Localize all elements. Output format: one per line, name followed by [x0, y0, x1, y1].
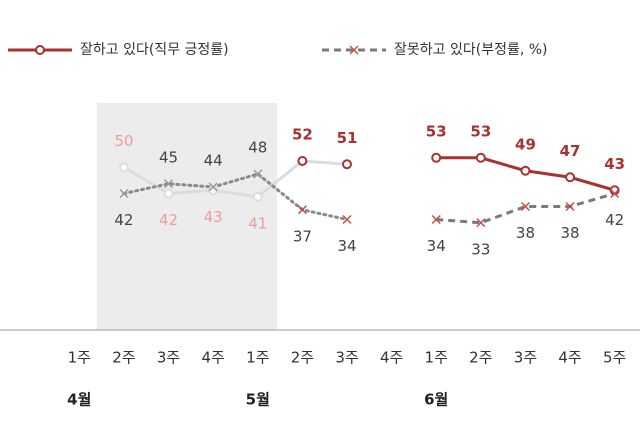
month-label: 5월 — [246, 391, 270, 409]
highlight-region — [97, 103, 277, 330]
x-tick-label: 3주 — [157, 349, 180, 367]
x-tick-label: 4주 — [380, 349, 403, 367]
data-label: 48 — [248, 139, 267, 157]
legend-marker — [349, 45, 359, 55]
data-label: 53 — [470, 122, 491, 140]
x-tick-label: 5주 — [603, 349, 626, 367]
data-point — [342, 159, 352, 170]
data-label: 50 — [114, 132, 133, 150]
data-point — [297, 156, 308, 166]
data-label: 37 — [293, 227, 312, 245]
x-tick-label: 4주 — [201, 349, 224, 367]
legend: 잘하고 있다(직무 긍정률) 잘못하고 있다(부정률, %) — [8, 42, 548, 58]
x-tick-label: 3주 — [514, 349, 537, 367]
data-point — [565, 172, 576, 183]
series-line — [122, 172, 349, 221]
data-label: 41 — [248, 214, 267, 232]
data-point — [253, 169, 263, 179]
x-tick-label: 4주 — [558, 349, 581, 367]
data-point — [610, 188, 620, 199]
x-tick-label: 2주 — [469, 349, 492, 367]
data-label: 43 — [204, 208, 223, 226]
data-point — [565, 201, 575, 212]
legend-marker — [35, 45, 45, 55]
x-tick-label: 3주 — [335, 349, 358, 367]
data-label: 45 — [159, 148, 178, 166]
data-point — [476, 218, 486, 228]
data-label: 42 — [605, 211, 624, 229]
data-point — [118, 162, 129, 173]
x-tick-label: 1주 — [246, 349, 269, 367]
data-label: 47 — [560, 142, 581, 160]
legend-label: 잘하고 있다(직무 긍정률) — [80, 42, 229, 58]
data-label: 33 — [471, 240, 490, 258]
data-point — [342, 214, 352, 225]
data-label: 38 — [561, 224, 580, 242]
data-label: 42 — [114, 211, 133, 229]
data-point — [431, 152, 442, 163]
data-point — [520, 201, 530, 212]
data-label: 38 — [516, 224, 535, 242]
x-tick-label: 1주 — [425, 349, 448, 367]
data-label: 43 — [604, 155, 625, 173]
data-label: 53 — [426, 122, 447, 140]
month-label: 4월 — [67, 391, 91, 409]
data-point — [431, 214, 441, 225]
data-point — [297, 205, 307, 215]
data-point — [164, 179, 174, 189]
x-tick-label: 2주 — [291, 349, 314, 367]
data-label: 44 — [204, 152, 223, 170]
data-label: 34 — [427, 237, 446, 255]
data-point — [163, 188, 174, 199]
data-point — [119, 188, 129, 199]
data-point — [252, 191, 263, 202]
data-point — [520, 165, 531, 176]
data-label: 49 — [515, 135, 536, 153]
series-line — [123, 159, 348, 199]
data-label: 34 — [337, 237, 356, 255]
data-label: 52 — [292, 126, 313, 144]
data-label: 51 — [337, 129, 358, 147]
data-point — [208, 182, 218, 192]
month-label: 6월 — [424, 391, 448, 409]
data-point — [475, 152, 486, 163]
data-label: 42 — [159, 211, 178, 229]
x-tick-label: 1주 — [68, 349, 91, 367]
legend-label: 잘못하고 있다(부정률, %) — [394, 42, 548, 58]
x-tick-label: 2주 — [112, 349, 135, 367]
series-line — [436, 192, 616, 225]
